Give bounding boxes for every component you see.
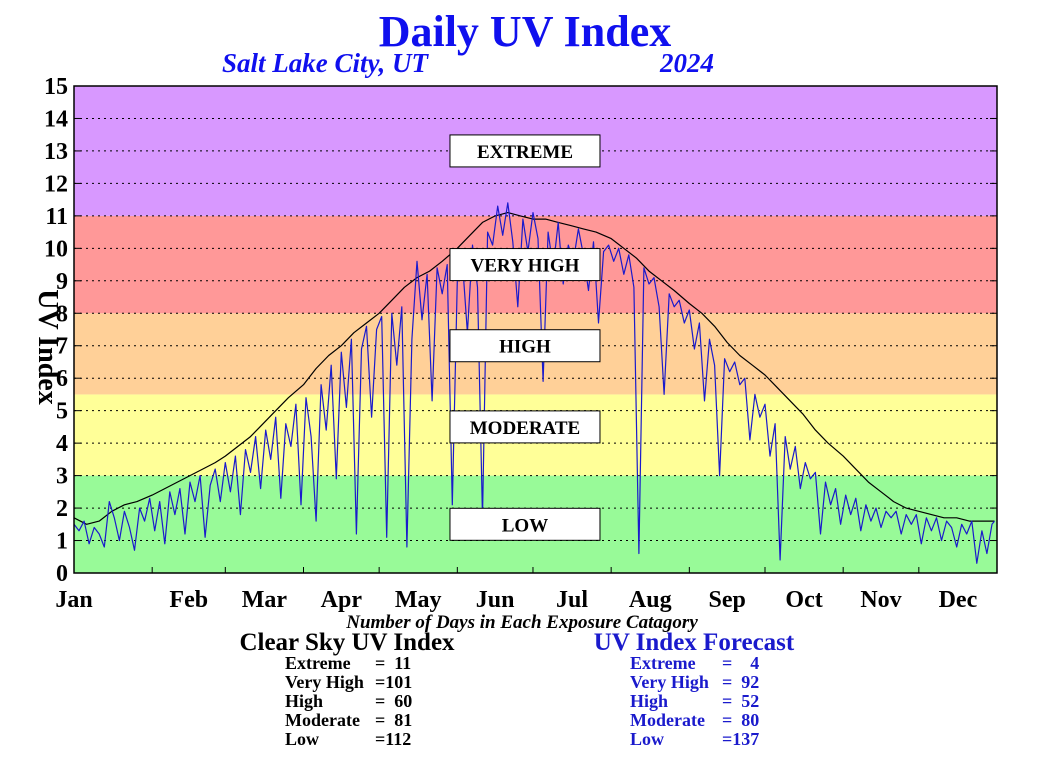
x-tick-label: Apr [321, 587, 363, 613]
y-tick-label: 6 [56, 366, 68, 392]
stat-label: Low [285, 729, 319, 749]
year-label: 2024 [659, 48, 714, 78]
clear-sky-title: Clear Sky UV Index [239, 629, 455, 656]
forecast-title: UV Index Forecast [594, 629, 795, 656]
x-tick-label: Jan [55, 587, 92, 613]
stat-value: = 52 [722, 691, 759, 711]
band-labels: LOW MODERATE HIGH VERY HIGH EXTREME [449, 134, 601, 541]
y-tick-label: 1 [56, 529, 68, 555]
y-tick-label: 10 [44, 236, 68, 262]
stat-value: =137 [722, 729, 759, 749]
stat-label: Very High [285, 672, 364, 692]
y-tick-label: 9 [56, 269, 68, 295]
clear-sky-line [73, 212, 995, 525]
data-series [73, 202, 995, 564]
stat-label: High [285, 691, 323, 711]
x-tick-label: Mar [242, 587, 288, 613]
band-label-box [449, 134, 601, 168]
stat-label: Moderate [285, 710, 360, 730]
stat-value: = 80 [722, 710, 759, 730]
x-tick-label: Jun [476, 587, 515, 613]
x-tick-label: May [395, 587, 442, 613]
location-label: Salt Lake City, UT [222, 48, 429, 78]
band-label-extreme: EXTREME [477, 142, 573, 163]
band-label-box [449, 507, 601, 541]
band-label-box [449, 248, 601, 282]
stat-value: = 4 [722, 653, 759, 673]
x-tick-label: Sep [708, 587, 745, 613]
y-tick-label: 4 [56, 431, 68, 457]
band-label-box [449, 329, 601, 363]
y-tick-label: 3 [56, 464, 68, 490]
forecast-line [73, 202, 995, 564]
stat-value: = 60 [375, 691, 412, 711]
band-label-box [449, 410, 601, 444]
x-tick-label: Dec [939, 587, 978, 613]
x-tick-label: Feb [169, 587, 208, 613]
y-tick-label: 11 [45, 204, 68, 230]
x-tick-label: Nov [860, 587, 901, 613]
stat-value: = 81 [375, 710, 412, 730]
stat-value: = 11 [375, 653, 411, 673]
stat-label: Extreme [285, 653, 351, 673]
gridlines [74, 117, 997, 542]
x-tick-label: Aug [629, 587, 672, 613]
y-tick-label: 13 [44, 139, 68, 165]
y-tick-label: 15 [44, 74, 68, 100]
chart-title: Daily UV Index [379, 7, 672, 56]
y-tick-label: 12 [44, 171, 68, 197]
stat-value: =112 [375, 729, 411, 749]
stat-label: Moderate [630, 710, 705, 730]
y-tick-label: 7 [56, 334, 68, 360]
y-axis-label: UV Index [32, 289, 63, 404]
forecast-stats: Extreme = 4 Very High = 92 High = 52 Moderate =… [630, 653, 759, 749]
y-tick-label: 0 [56, 561, 68, 587]
band-label-very_high: VERY HIGH [471, 256, 580, 277]
summary-caption: Number of Days in Each Exposure Catagory [345, 612, 698, 633]
y-tick-label: 5 [56, 399, 68, 425]
y-tick-label: 14 [44, 106, 68, 132]
stat-label: Low [630, 729, 664, 749]
stat-value: = 92 [722, 672, 759, 692]
band-label-moderate: MODERATE [470, 418, 580, 439]
band-label-low: LOW [502, 515, 548, 536]
plot-frame [73, 85, 998, 574]
stat-value: =101 [375, 672, 412, 692]
stat-label: Extreme [630, 653, 696, 673]
x-tick-label: Jul [556, 587, 588, 613]
x-tick-label: Oct [785, 587, 822, 613]
stat-label: High [630, 691, 668, 711]
y-tick-label: 8 [56, 301, 68, 327]
y-tick-label: 2 [56, 496, 68, 522]
x-axis-ticks: Jan Feb Mar Apr May Jun Jul Aug Sep Oct Nov Dec [55, 567, 978, 613]
stat-label: Very High [630, 672, 709, 692]
band-label-high: HIGH [499, 337, 551, 358]
clear-sky-stats: Extreme = 11 Very High =101 High = 60 Moderate… [285, 653, 412, 749]
